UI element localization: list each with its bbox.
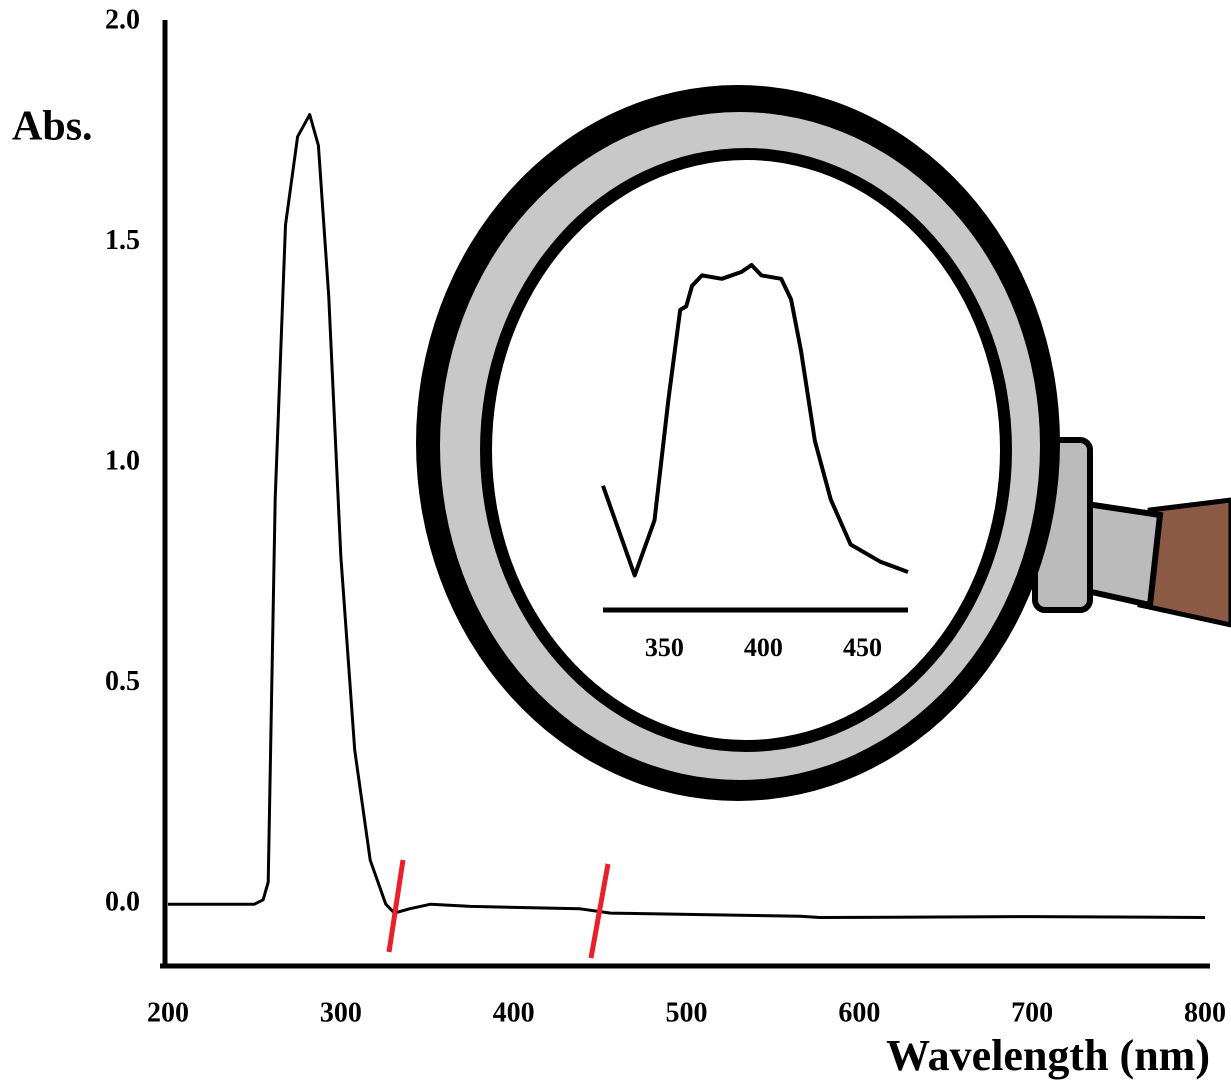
x-tick-label: 400 bbox=[744, 633, 783, 662]
x-tick-label: 800 bbox=[1184, 997, 1226, 1028]
y-axis-label: Abs. bbox=[12, 104, 93, 150]
x-tick-label: 400 bbox=[493, 997, 535, 1028]
x-tick-label: 500 bbox=[666, 997, 708, 1028]
y-tick-label: 1.0 bbox=[105, 446, 140, 477]
lens-glass bbox=[492, 160, 1000, 740]
x-tick-label: 200 bbox=[147, 997, 189, 1028]
y-tick-label: 1.5 bbox=[105, 225, 140, 256]
y-tick-label: 0.0 bbox=[105, 887, 140, 918]
x-axis-label: Wavelength (nm) bbox=[886, 1031, 1210, 1080]
x-tick-label: 700 bbox=[1011, 997, 1053, 1028]
y-tick-label: 0.5 bbox=[105, 666, 140, 697]
plot-area: 200 300 400 500 600 700 800 0.0 0.5 1.0 1.5 2.0 350 4… bbox=[105, 4, 1226, 1028]
axis-break bbox=[386, 859, 406, 953]
axis-break bbox=[588, 863, 611, 959]
magnifier bbox=[416, 85, 1231, 801]
x-tick-label: 450 bbox=[843, 633, 882, 662]
spectrum-line bbox=[168, 113, 1206, 919]
x-tick-label: 350 bbox=[645, 633, 684, 662]
x-tick-label: 300 bbox=[320, 997, 362, 1028]
x-tick-label: 600 bbox=[838, 997, 880, 1028]
spectrum-line bbox=[601, 263, 909, 578]
y-tick-label: 2.0 bbox=[105, 4, 140, 35]
